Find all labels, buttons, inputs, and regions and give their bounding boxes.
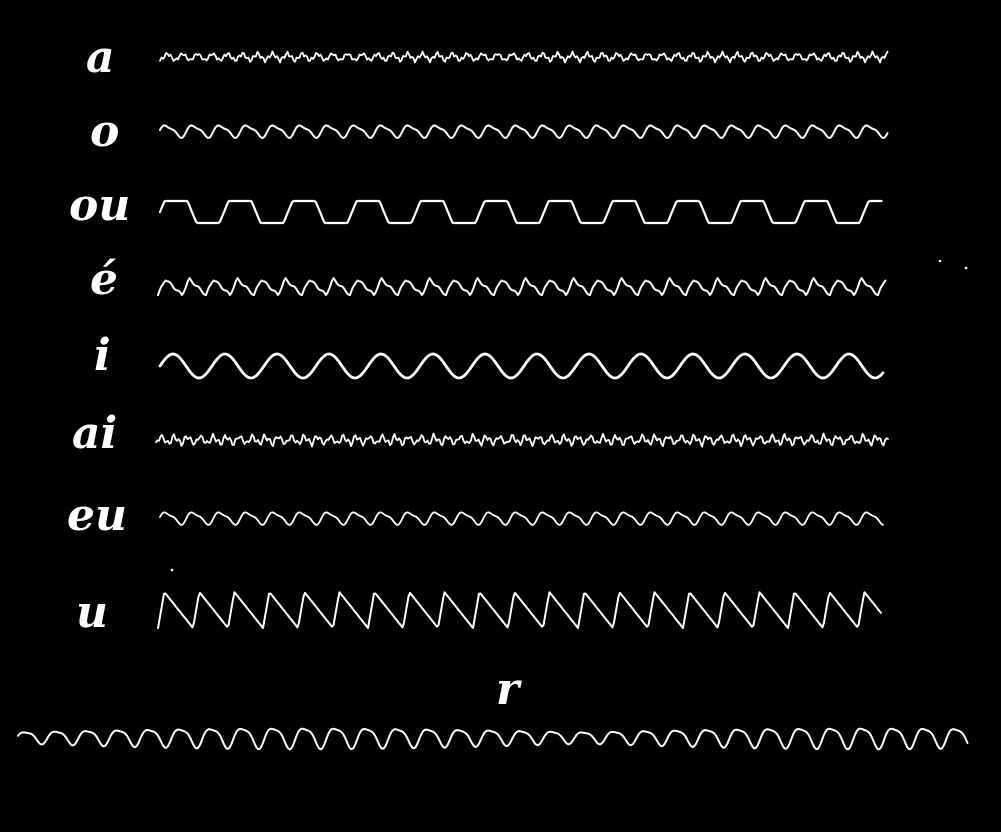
waveform-trace-4 [157,277,887,296]
waveform-trace-9 [17,727,969,751]
label-r: r [496,664,520,715]
label-e-acute: é [90,254,118,305]
plate-speck [964,266,968,270]
plate-speck [938,259,942,263]
waveform-trace-7 [159,511,884,526]
waveform-trace-2 [159,124,889,139]
label-u: u [76,587,108,638]
label-o: o [90,106,120,157]
waveform-trace-3 [158,199,883,225]
label-ou: ou [69,180,131,231]
label-i: i [94,330,111,381]
waveform-trace-6 [155,432,889,448]
waveform-trace-5 [158,352,885,380]
plate-speck [170,568,174,572]
waveform-trace-1 [159,50,889,64]
label-a: a [86,32,115,83]
waveform-trace-8 [157,591,882,629]
label-eu: eu [67,490,127,541]
label-ai: ai [72,408,118,459]
